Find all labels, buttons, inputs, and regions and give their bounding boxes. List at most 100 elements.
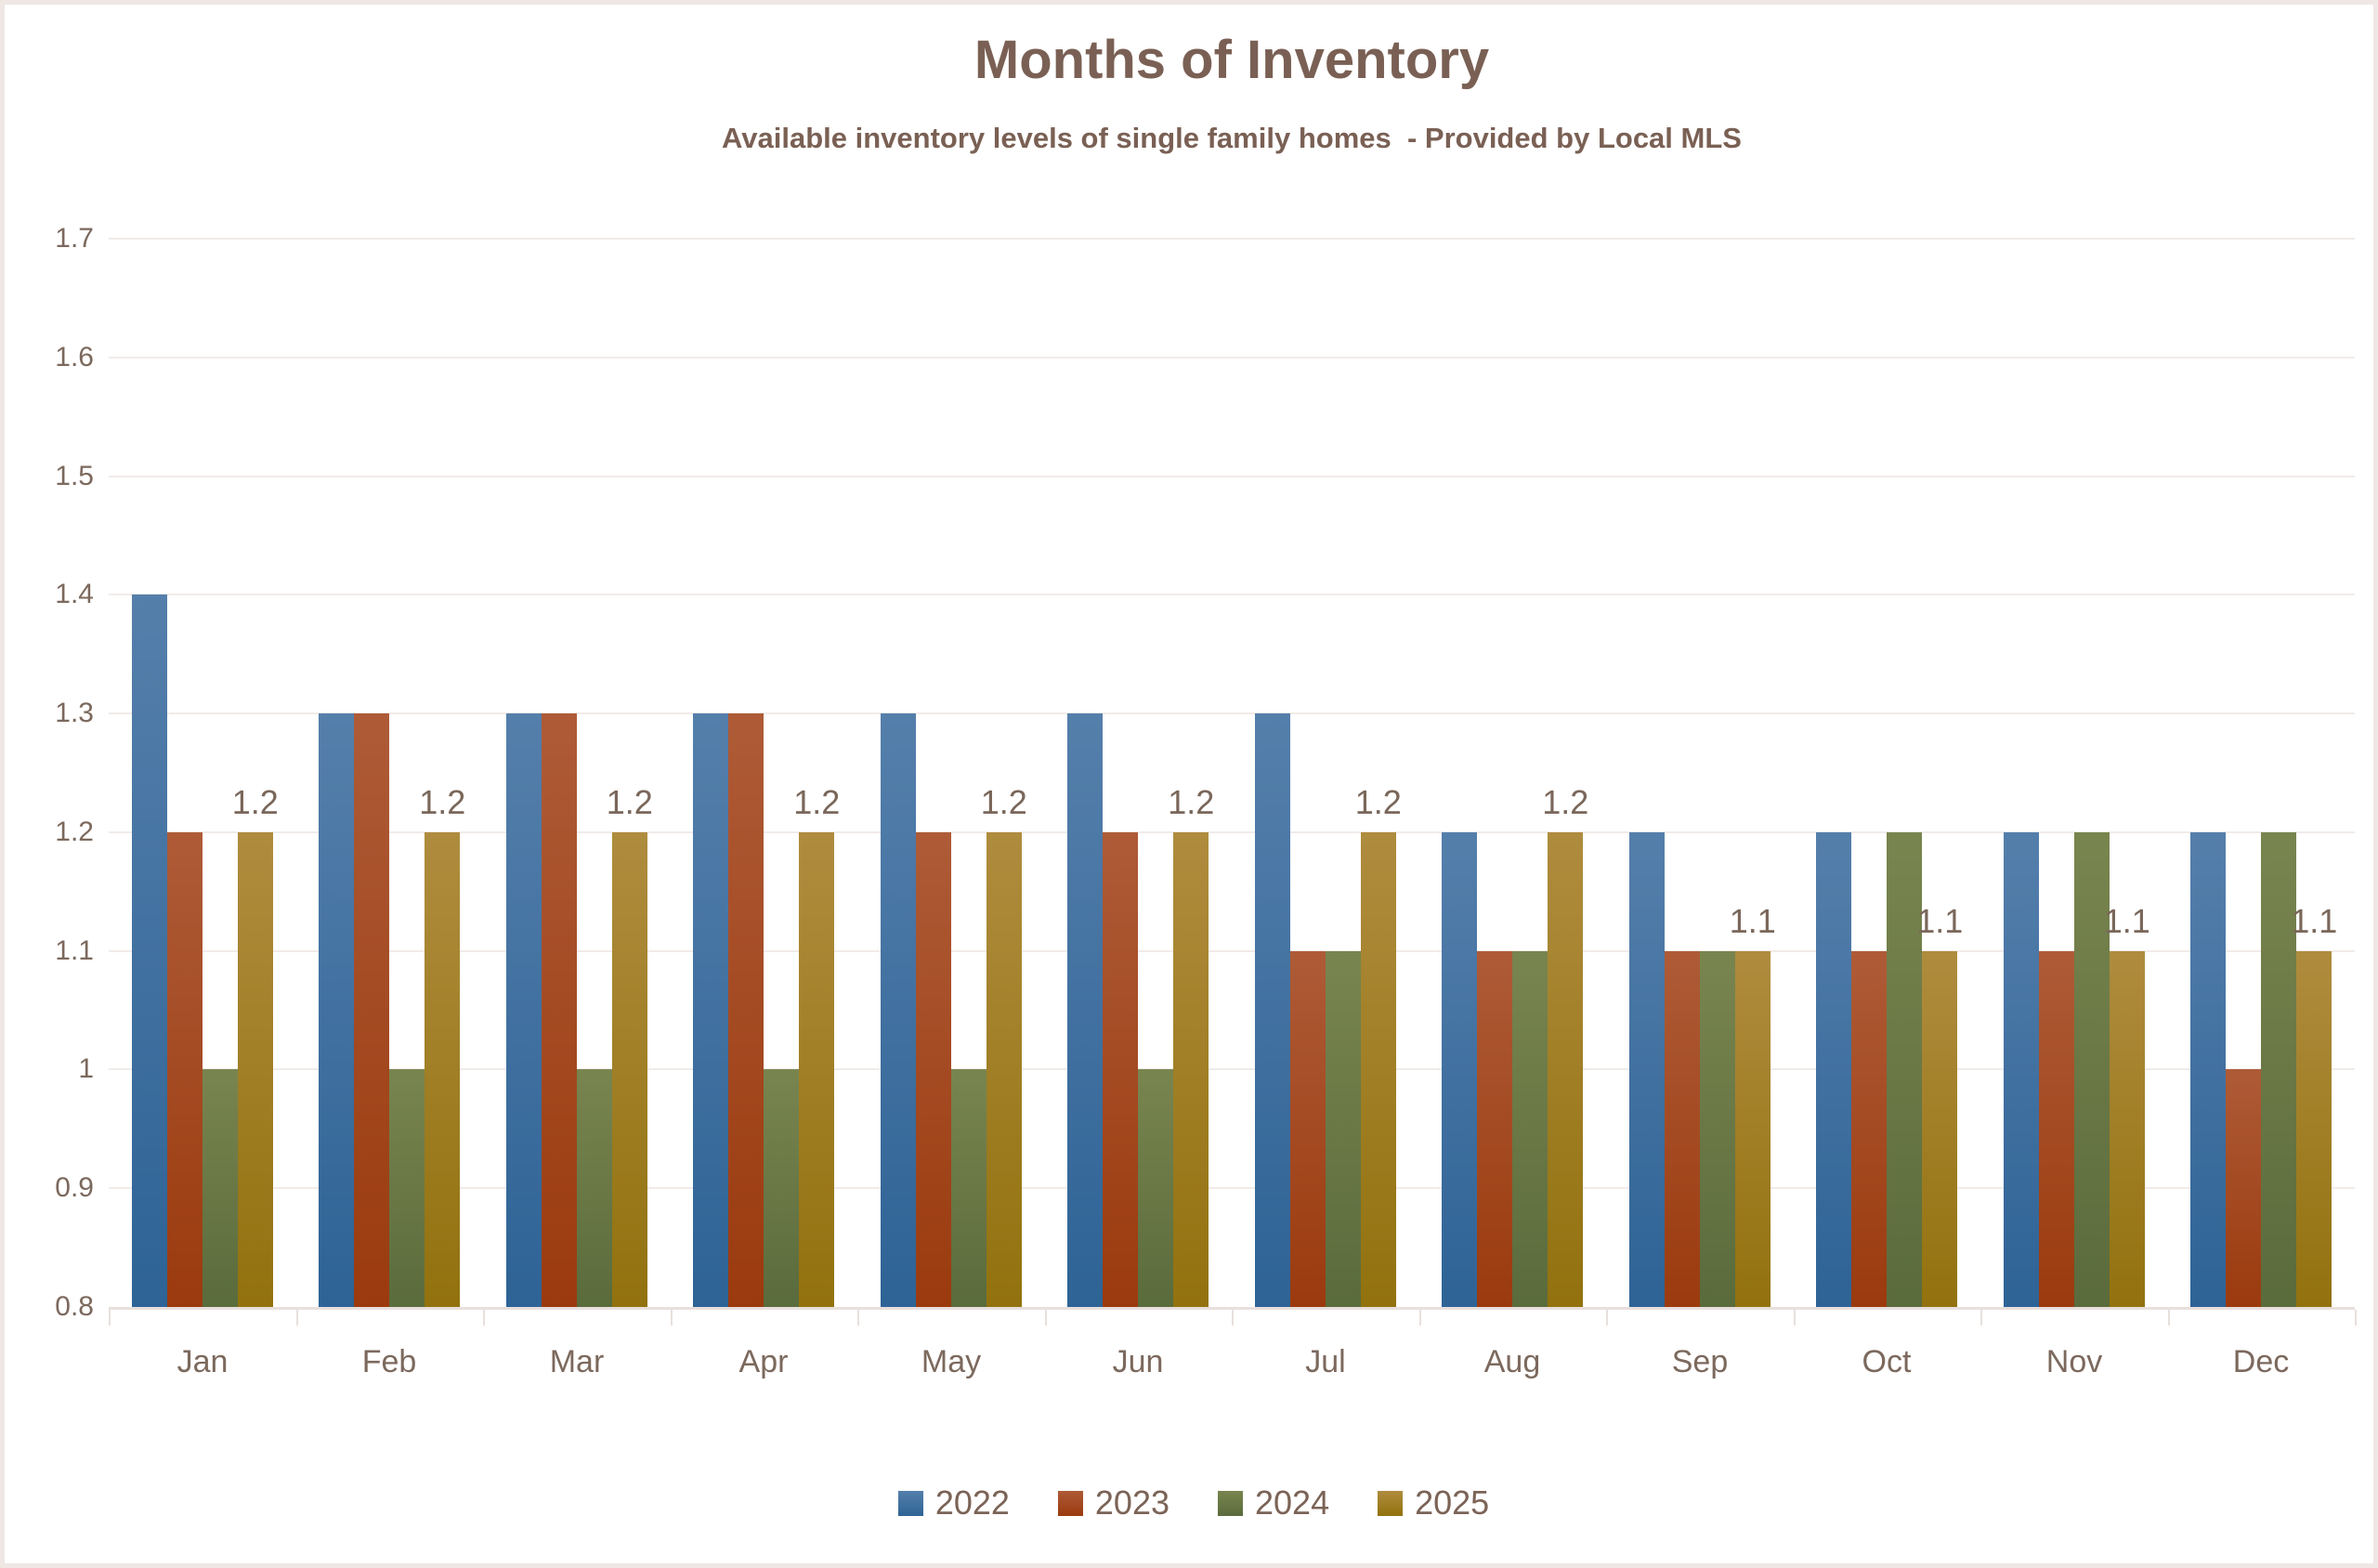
bar-2022-feb: [319, 713, 354, 1307]
bar-2025-jan: [238, 831, 273, 1307]
bar-2025-jun: [1173, 831, 1209, 1307]
bar-2025-sep: [1735, 950, 1770, 1307]
gridline-1.2: [109, 830, 2355, 833]
bar-2025-jul: [1361, 831, 1396, 1307]
data-label-nov: 1.1: [2103, 901, 2150, 940]
bar-2024-jan: [203, 1069, 238, 1307]
x-axis-label-oct: Oct: [1862, 1344, 1912, 1379]
bar-2023-jun: [1103, 831, 1138, 1307]
legend-label-2024: 2024: [1255, 1483, 1330, 1522]
legend-swatch-2023: [1057, 1490, 1083, 1516]
x-axis-label-jul: Jul: [1305, 1344, 1346, 1379]
legend-swatch-2022: [897, 1490, 923, 1516]
bar-2023-may: [916, 831, 951, 1307]
bar-2024-may: [951, 1069, 986, 1307]
bar-2022-jul: [1255, 713, 1290, 1307]
legend: 2022 2023 2024 2025: [5, 1483, 2373, 1522]
bar-2023-dec: [2226, 1069, 2261, 1307]
bar-2024-jun: [1138, 1069, 1173, 1307]
data-label-sep: 1.1: [1729, 901, 1776, 940]
bar-2025-nov: [2110, 950, 2145, 1307]
gridline-1.6: [109, 356, 2355, 359]
data-label-may: 1.2: [980, 782, 1027, 821]
x-axis-tick: [2355, 1310, 2357, 1326]
data-label-jul: 1.2: [1354, 782, 1402, 821]
bar-2024-jul: [1326, 950, 1361, 1307]
legend-swatch-2024: [1218, 1490, 1243, 1516]
x-axis-label-dec: Dec: [2232, 1344, 2290, 1379]
bar-2024-apr: [764, 1069, 799, 1307]
x-axis-tick: [1232, 1310, 1234, 1326]
x-axis-tick: [1045, 1310, 1047, 1326]
gridline-1.3: [109, 712, 2355, 715]
bar-2022-jan: [132, 595, 167, 1307]
bar-2023-sep: [1665, 950, 1700, 1307]
x-axis-tick: [1606, 1310, 1608, 1326]
data-label-jun: 1.2: [1168, 782, 1215, 821]
bar-2025-oct: [1922, 950, 1957, 1307]
bar-2025-mar: [612, 831, 647, 1307]
x-axis-tick: [1794, 1310, 1796, 1326]
x-axis-label-mar: Mar: [549, 1344, 605, 1379]
bar-2022-oct: [1816, 831, 1851, 1307]
chart-subtitle: Available inventory levels of single fam…: [722, 122, 1742, 154]
gridline-1: [109, 1068, 2355, 1071]
bar-2025-feb: [425, 831, 460, 1307]
x-axis-tick: [483, 1310, 485, 1326]
bar-2024-oct: [1887, 831, 1922, 1307]
x-axis-tick: [1980, 1310, 1982, 1326]
bar-2023-mar: [542, 713, 577, 1307]
bar-2025-dec: [2296, 950, 2332, 1307]
x-axis-tick: [1419, 1310, 1421, 1326]
gridline-0.9: [109, 1187, 2355, 1190]
bar-2022-apr: [693, 713, 728, 1307]
x-axis-tick: [296, 1310, 298, 1326]
gridline-1.1: [109, 949, 2355, 952]
x-axis-label-apr: Apr: [738, 1344, 789, 1379]
bar-2022-aug: [1442, 831, 1477, 1307]
bar-2024-feb: [389, 1069, 425, 1307]
data-label-feb: 1.2: [419, 782, 466, 821]
bar-2022-nov: [2004, 831, 2039, 1307]
y-axis-label: 1.3: [55, 698, 94, 729]
legend-item-2024: 2024: [1218, 1483, 1329, 1522]
x-axis-label-jan: Jan: [176, 1344, 229, 1379]
bar-2025-apr: [799, 831, 834, 1307]
legend-label-2023: 2023: [1094, 1483, 1169, 1522]
bar-2023-jan: [167, 831, 203, 1307]
data-label-dec: 1.1: [2291, 901, 2338, 940]
x-axis-label-feb: Feb: [361, 1344, 417, 1379]
bar-2023-nov: [2039, 950, 2074, 1307]
bar-2023-apr: [728, 713, 764, 1307]
bar-2023-feb: [354, 713, 389, 1307]
y-axis-label: 1.1: [55, 934, 94, 966]
legend-item-2025: 2025: [1378, 1483, 1489, 1522]
plot-area: 1.7 1.6 1.5 1.4 1.3 1.2 1.1 1 0.9 0.8 1.2 1.2 1.2 1.2…: [5, 5, 2373, 1563]
data-label-mar: 1.2: [606, 782, 653, 821]
chart-title: Months of Inventory: [973, 30, 1490, 90]
x-axis-tick: [109, 1310, 111, 1326]
gridline-1.4: [109, 594, 2355, 596]
legend-label-2025: 2025: [1415, 1483, 1490, 1522]
y-axis-label: 1.5: [55, 460, 94, 491]
x-axis-tick: [857, 1310, 859, 1326]
bar-2025-may: [986, 831, 1022, 1307]
bar-2024-nov: [2074, 831, 2110, 1307]
data-label-oct: 1.1: [1916, 901, 1964, 940]
legend-swatch-2025: [1378, 1490, 1404, 1516]
y-axis-label: 1.4: [55, 579, 94, 610]
bar-2023-jul: [1290, 950, 1326, 1307]
y-axis-label: 1.2: [55, 816, 94, 847]
y-axis-label: 1.6: [55, 341, 94, 372]
x-axis-tick: [671, 1310, 673, 1326]
bar-2022-sep: [1629, 831, 1665, 1307]
gridline-1.7: [109, 238, 2355, 240]
data-label-aug: 1.2: [1542, 782, 1589, 821]
y-axis-label: 1: [78, 1053, 94, 1085]
bar-2023-oct: [1851, 950, 1887, 1307]
x-axis-label-may: May: [921, 1344, 982, 1379]
y-axis-label: 0.8: [55, 1291, 94, 1322]
x-axis-label-jun: Jun: [1112, 1344, 1164, 1379]
data-label-apr: 1.2: [793, 782, 841, 821]
